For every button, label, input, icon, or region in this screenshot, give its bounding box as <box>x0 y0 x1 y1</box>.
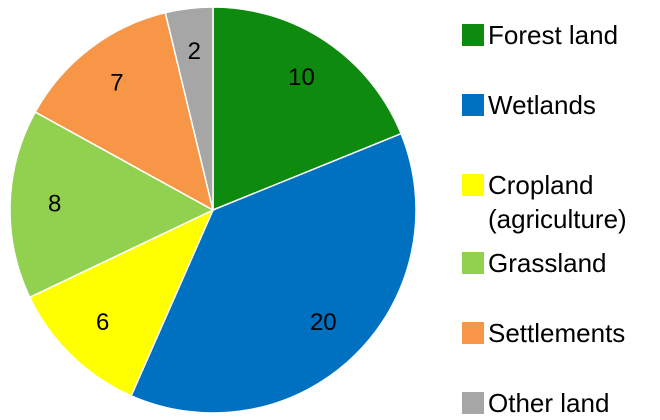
legend-swatch <box>462 94 484 116</box>
legend-label: Settlements <box>488 318 626 348</box>
legend-label: Grassland <box>488 248 607 278</box>
pie-slice <box>212 6 403 212</box>
pie-slice <box>130 132 417 414</box>
legend-label: Wetlands <box>488 90 596 120</box>
legend-swatch <box>462 392 484 414</box>
pie-slice <box>34 11 215 212</box>
legend-swatch <box>462 322 484 344</box>
legend-item: Other land <box>462 386 660 420</box>
legend-label: Other land <box>488 388 610 418</box>
legend-item: Forest land <box>462 18 660 52</box>
data-label: 7 <box>110 69 123 96</box>
legend-swatch <box>462 24 484 46</box>
pie-slice <box>28 208 215 397</box>
legend-item: Wetlands <box>462 88 660 122</box>
pie-slice <box>9 110 215 299</box>
legend-label: Forest land <box>488 20 619 50</box>
data-label: 20 <box>310 309 337 336</box>
legend-swatch <box>462 252 484 274</box>
data-label: 8 <box>48 191 61 218</box>
legend-label: Cropland (agriculture) <box>488 170 627 234</box>
legend-swatch <box>462 174 484 196</box>
pie-slice <box>164 6 214 211</box>
legend-item: Cropland (agriculture) <box>462 168 660 236</box>
legend-item: Settlements <box>462 316 660 350</box>
data-label: 6 <box>96 309 109 336</box>
data-label: 2 <box>188 38 201 65</box>
data-label: 10 <box>288 64 315 91</box>
legend-item: Grassland <box>462 246 660 280</box>
